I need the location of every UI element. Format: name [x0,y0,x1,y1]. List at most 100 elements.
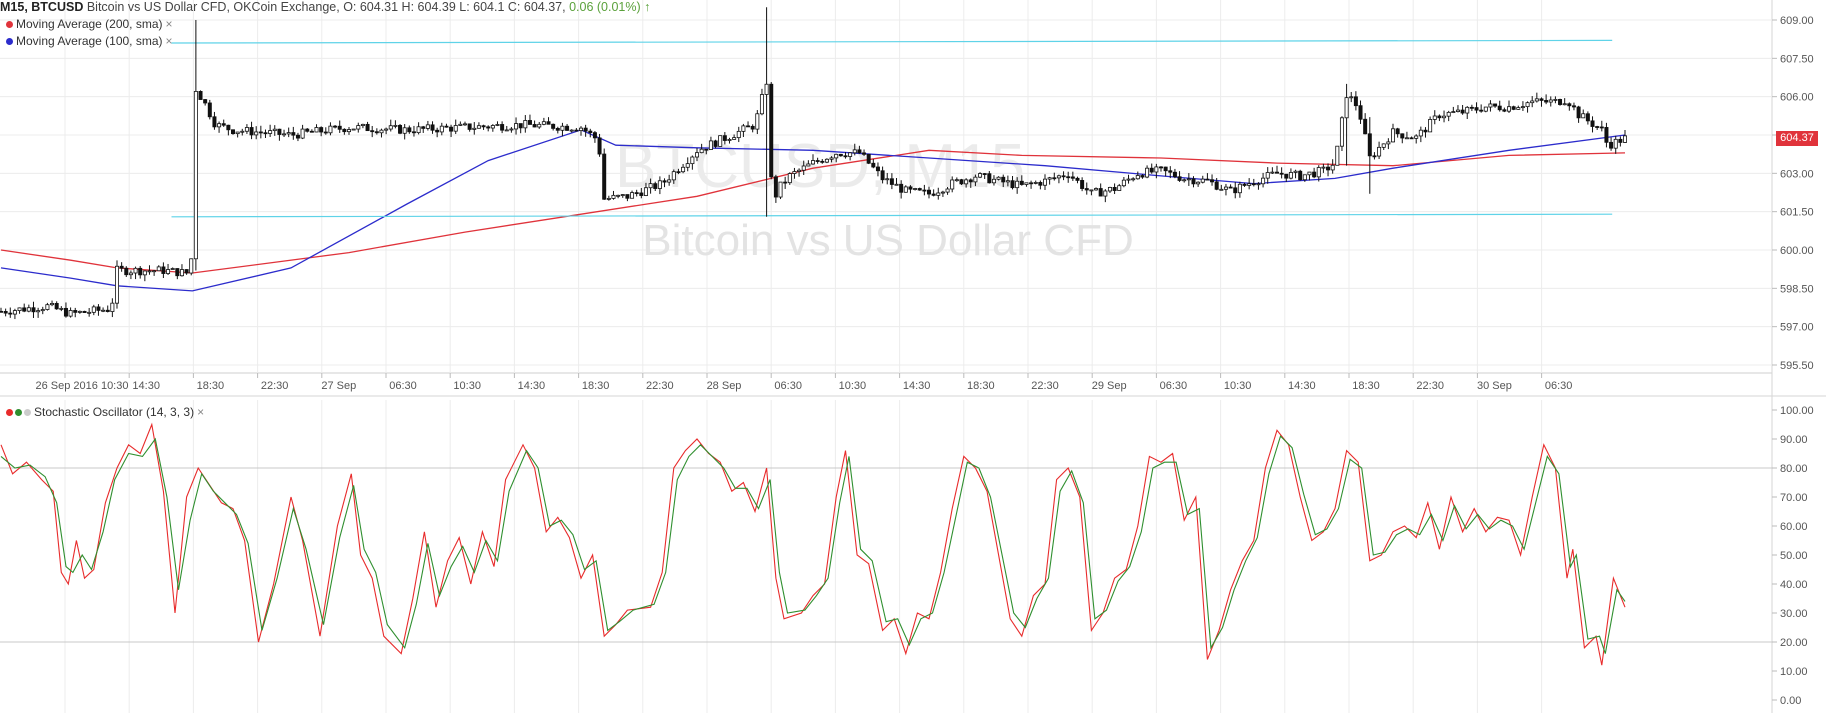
candle-body [950,179,955,190]
candle-body [866,153,871,164]
legend-ma200[interactable]: Moving Average (200, sma) × [0,17,173,31]
candle-body [193,91,198,260]
close-icon[interactable]: × [197,405,205,419]
candle-body [1219,188,1224,191]
candle-body [1265,172,1270,179]
candle-body [523,120,528,129]
candle-body [96,306,101,311]
time-tick-label: 22:30 [261,380,289,392]
legend-ma200-label: Moving Average (200, sma) [16,17,163,31]
candle-body [1075,177,1080,181]
candle-body [328,125,333,134]
candle-body [22,307,27,312]
candle-body [439,125,444,133]
candle-body [17,307,22,311]
stochastic-tick-label: 10.00 [1780,666,1808,678]
candle-body [1103,190,1108,197]
candle-body [3,311,8,314]
candle-body [1386,141,1391,145]
candle-body [384,128,389,131]
close-icon[interactable]: × [165,17,173,31]
candle-body [1414,135,1419,139]
candle-body [119,265,124,269]
time-axis: 26 Sep 2016 10:30 14:30 18:30 22:30 27 Sep 06… [36,373,1572,392]
time-tick-label: 14:30 [1288,380,1316,392]
candle-body [1019,180,1024,185]
candle-body [1284,173,1289,179]
candle-body [110,302,115,312]
candle-body [1469,106,1474,109]
candle-body [1001,176,1006,183]
candle-body [77,310,82,313]
candle-body [430,124,435,131]
candle-body [616,194,621,197]
time-tick-label: 10:30 [839,380,867,392]
candle-body [1024,182,1029,185]
candle-body [1418,129,1423,137]
close-icon[interactable]: × [165,34,173,48]
candle-body [166,269,171,274]
candle-body [1052,177,1057,180]
candle-body [964,179,969,185]
candle-body [1437,115,1442,119]
candle-body [374,131,379,134]
time-tick-label: 29 Sep [1092,380,1127,392]
candle-body [708,140,713,150]
last-price-label: 604.37 [1776,131,1818,147]
candle-body [291,132,296,136]
time-tick-label: 18:30 [582,380,610,392]
candle-body [45,304,50,310]
legend-stochastic[interactable]: Stochastic Oscillator (14, 3, 3) × [0,405,204,419]
time-tick-label: 10:30 [453,380,481,392]
candle-body [504,129,509,132]
candle-body [592,132,597,139]
candle-body [913,188,918,190]
candle-body [1228,186,1233,189]
candle-body [1186,178,1191,181]
candle-body [179,269,184,277]
candle-body [829,157,834,160]
candle-body [1372,155,1377,158]
candle-body [68,310,73,317]
grey-dot-icon [24,409,31,417]
candle-body [602,153,607,200]
candle-body [115,265,120,304]
candle-body [1367,133,1372,157]
stochastic-k-line [0,422,1626,666]
candle-body [1154,166,1159,173]
candle-body [764,83,769,95]
candle-body [101,309,106,312]
candle-body [1581,113,1586,119]
candle-body [699,148,704,154]
candle-body [1094,188,1099,191]
candle-body [8,312,13,315]
candle-body [1233,187,1238,194]
candle-body [518,123,523,129]
candle-body [1516,107,1521,110]
candle-body [736,130,741,139]
legend-ma100[interactable]: Moving Average (100, sma) × [0,34,173,48]
candle-body [1242,183,1247,186]
candle-body [170,268,175,270]
candle-body [514,123,519,130]
candle-body [124,267,129,276]
support-line [171,213,1613,218]
candle-body [945,188,950,193]
candle-body [1381,143,1386,148]
candle-body [996,176,1001,180]
candle-body [244,127,249,132]
candle-body [537,123,542,128]
candle-body [940,191,945,194]
candle-body [1548,99,1553,103]
candle-body [834,153,839,159]
candle-body [811,160,816,165]
candle-body [653,183,658,189]
candle-body [1061,175,1066,178]
price-tick-label: 607.50 [1780,53,1814,65]
candle-body [1005,180,1010,183]
candle-body [398,124,403,134]
candle-body [59,307,64,310]
candle-body [968,179,973,183]
candle-body [1432,115,1437,120]
